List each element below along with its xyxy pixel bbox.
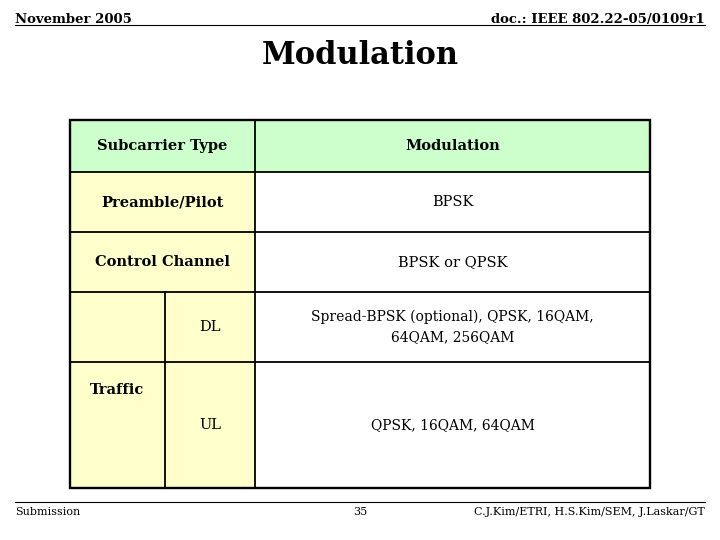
Text: Modulation: Modulation: [261, 40, 459, 71]
Text: DL: DL: [199, 320, 221, 334]
Text: November 2005: November 2005: [15, 13, 132, 26]
Bar: [70, 292, 165, 362]
Text: doc.: IEEE 802.22-05/0109r1: doc.: IEEE 802.22-05/0109r1: [491, 13, 705, 26]
Text: Preamble/Pilot: Preamble/Pilot: [102, 195, 224, 209]
Text: BPSK: BPSK: [432, 195, 473, 209]
Bar: [255, 232, 650, 292]
Bar: [255, 292, 650, 362]
Bar: [165, 362, 255, 488]
Text: Traffic: Traffic: [91, 383, 145, 397]
Bar: [255, 362, 650, 488]
Text: C.J.Kim/ETRI, H.S.Kim/SEM, J.Laskar/GT: C.J.Kim/ETRI, H.S.Kim/SEM, J.Laskar/GT: [474, 507, 705, 517]
Bar: [255, 172, 650, 232]
Text: 35: 35: [353, 507, 367, 517]
Text: Subcarrier Type: Subcarrier Type: [97, 139, 228, 153]
Text: QPSK, 16QAM, 64QAM: QPSK, 16QAM, 64QAM: [371, 418, 534, 432]
Bar: [70, 120, 255, 172]
Bar: [70, 232, 255, 292]
Bar: [255, 120, 650, 172]
Text: Modulation: Modulation: [405, 139, 500, 153]
Bar: [165, 292, 255, 362]
Bar: [70, 172, 255, 232]
Text: BPSK or QPSK: BPSK or QPSK: [397, 255, 508, 269]
Text: Spread-BPSK (optional), QPSK, 16QAM,
64QAM, 256QAM: Spread-BPSK (optional), QPSK, 16QAM, 64Q…: [311, 310, 594, 344]
Bar: [70, 120, 650, 488]
Text: UL: UL: [199, 418, 221, 432]
Bar: [70, 362, 165, 488]
Text: Submission: Submission: [15, 507, 80, 517]
Text: Control Channel: Control Channel: [95, 255, 230, 269]
